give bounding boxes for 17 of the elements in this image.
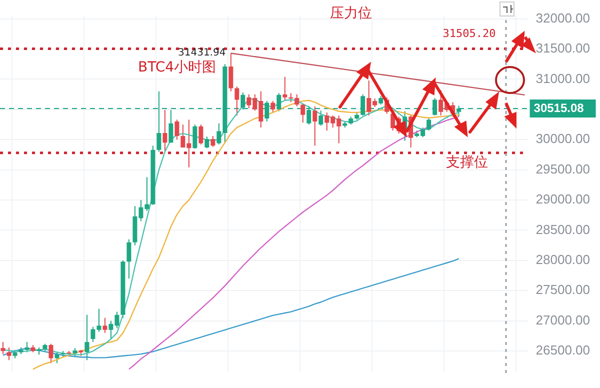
y-tick-label: 29500.00	[536, 161, 590, 176]
y-tick-label: 29000.00	[536, 192, 590, 207]
y-tick-label: 27500.00	[536, 282, 590, 298]
annotation: 压力位	[330, 6, 372, 22]
annotation: 31431.94	[178, 48, 226, 59]
y-tick-label: 32000.00	[536, 10, 590, 26]
y-tick-label: 28000.00	[536, 252, 590, 268]
y-tick-label: 31000.00	[536, 70, 590, 86]
y-tick-label: 31500.00	[536, 40, 590, 56]
y-tick-label: 28500.00	[536, 222, 590, 237]
y-tick-label: 30000.00	[536, 131, 590, 146]
ref-line-label: 31505.20	[442, 27, 496, 40]
ref-line-label: 30515.08	[534, 100, 584, 115]
annotation: 支撑位	[446, 154, 488, 171]
y-tick-label: 26500.00	[536, 342, 590, 358]
annotation: BTC4小时图	[138, 60, 216, 76]
y-tick-label: 27000.00	[536, 312, 590, 328]
